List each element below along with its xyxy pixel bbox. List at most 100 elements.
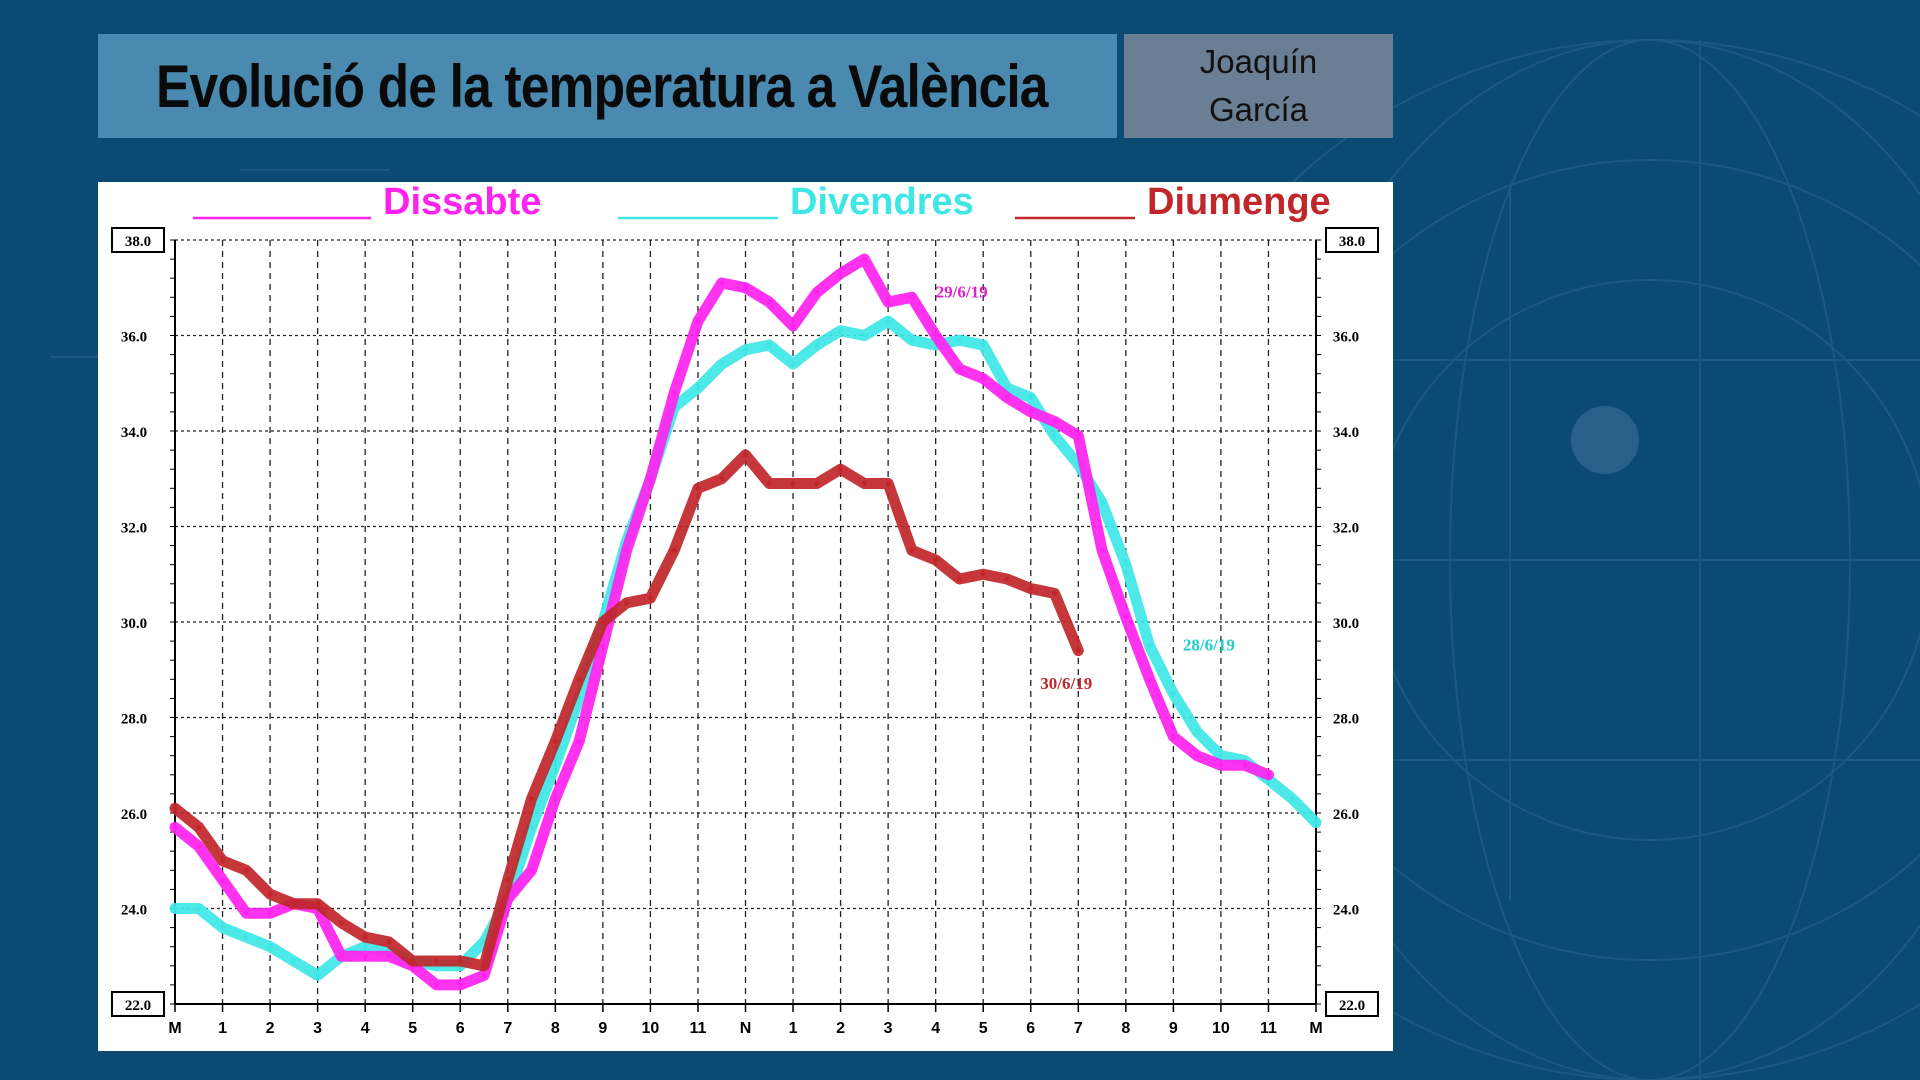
data-point-diumenge — [433, 958, 439, 964]
y-tick-box-left — [111, 227, 165, 253]
y-tick-box-left — [111, 991, 165, 1017]
x-tick-label: 4 — [931, 1020, 940, 1037]
data-point-divendres — [315, 972, 321, 978]
data-point-dissabte — [885, 299, 891, 305]
data-point-diumenge — [457, 958, 463, 964]
data-point-diumenge — [552, 738, 558, 744]
x-tick-label: 7 — [1074, 1020, 1083, 1037]
data-point-dissabte — [1099, 547, 1105, 553]
y-tick-label-right: 24.0 — [1333, 903, 1359, 919]
temperature-chart: 22.0 22.0 24.0 24.0 26.0 26.0 28.0 28.0 30.0 30.0… — [111, 182, 1379, 1037]
x-tick-label: M — [1309, 1020, 1322, 1037]
data-point-diumenge — [933, 557, 939, 563]
data-point-divendres — [291, 958, 297, 964]
data-point-dissabte — [600, 643, 606, 649]
page-title: Evolució de la temperatura a València — [156, 52, 1049, 120]
data-point-divendres — [1004, 385, 1010, 391]
data-point-diumenge — [338, 920, 344, 926]
data-point-divendres — [814, 342, 820, 348]
data-point-divendres — [1123, 562, 1129, 568]
data-point-divendres — [1218, 753, 1224, 759]
data-point-diumenge — [719, 476, 725, 482]
data-point-dissabte — [433, 982, 439, 988]
data-point-divendres — [1028, 395, 1034, 401]
y-tick-label-left: 24.0 — [121, 903, 147, 919]
data-point-diumenge — [220, 858, 226, 864]
data-point-diumenge — [1075, 648, 1081, 654]
x-tick-label: 9 — [1169, 1020, 1178, 1037]
data-point-diumenge — [838, 466, 844, 472]
y-tick-label-right: 34.0 — [1333, 425, 1359, 441]
y-tick-label-left: 34.0 — [121, 425, 147, 441]
author-first-name: Joaquín — [1199, 43, 1318, 80]
x-tick-label: 8 — [1121, 1020, 1130, 1037]
data-point-dissabte — [1075, 433, 1081, 439]
data-point-dissabte — [220, 877, 226, 883]
data-point-diumenge — [1004, 576, 1010, 582]
data-point-diumenge — [956, 576, 962, 582]
data-point-diumenge — [695, 485, 701, 491]
data-point-diumenge — [671, 547, 677, 553]
y-tick-label-left: 38.0 — [125, 234, 151, 250]
data-point-dissabte — [457, 982, 463, 988]
data-point-dissabte — [481, 972, 487, 978]
x-tick-label: 2 — [836, 1020, 845, 1037]
x-tick-label: 6 — [456, 1020, 465, 1037]
date-annotation-diumenge: 30/6/19 — [1040, 674, 1092, 693]
x-tick-label: N — [740, 1020, 752, 1037]
data-point-diumenge — [196, 824, 202, 830]
data-point-diumenge — [481, 963, 487, 969]
legend-label-dissabte: Dissabte — [383, 182, 541, 223]
legend-label-diumenge: Diumenge — [1147, 182, 1331, 223]
y-tick-label-right: 28.0 — [1333, 712, 1359, 728]
data-point-divendres — [766, 342, 772, 348]
data-point-diumenge — [814, 481, 820, 487]
author-box: Joaquín García — [1124, 34, 1393, 138]
data-point-divendres — [790, 361, 796, 367]
legend-label-divendres: Divendres — [790, 182, 974, 223]
data-point-diumenge — [576, 676, 582, 682]
data-point-diumenge — [980, 571, 986, 577]
data-point-dissabte — [790, 323, 796, 329]
x-tick-label: 10 — [1212, 1020, 1230, 1037]
x-tick-label: 2 — [266, 1020, 275, 1037]
data-point-divendres — [243, 934, 249, 940]
data-point-divendres — [719, 361, 725, 367]
data-point-dissabte — [838, 270, 844, 276]
data-point-diumenge — [600, 619, 606, 625]
data-point-divendres — [267, 944, 273, 950]
data-point-dissabte — [909, 294, 915, 300]
data-point-divendres — [1289, 796, 1295, 802]
data-point-divendres — [196, 906, 202, 911]
chart-panel: 22.0 22.0 24.0 24.0 26.0 26.0 28.0 28.0 30.0 30.0… — [98, 182, 1393, 1051]
y-tick-label-left: 28.0 — [121, 712, 147, 728]
x-tick-label: M — [168, 1020, 181, 1037]
data-point-dissabte — [1028, 409, 1034, 415]
data-point-dissabte — [861, 256, 867, 262]
x-tick-label: 5 — [408, 1020, 417, 1037]
data-point-dissabte — [267, 910, 273, 916]
data-point-diumenge — [291, 901, 297, 907]
data-point-divendres — [980, 342, 986, 348]
x-tick-label: 10 — [642, 1020, 660, 1037]
data-point-diumenge — [243, 867, 249, 873]
data-point-dissabte — [172, 824, 178, 830]
data-point-dissabte — [1004, 395, 1010, 401]
y-tick-label-left: 36.0 — [121, 330, 147, 346]
data-point-diumenge — [647, 595, 653, 601]
x-tick-label: 3 — [313, 1020, 322, 1037]
data-point-diumenge — [861, 481, 867, 487]
data-point-dissabte — [1052, 418, 1058, 424]
x-tick-label: 3 — [884, 1020, 893, 1037]
x-tick-label: 8 — [551, 1020, 560, 1037]
data-point-dissabte — [743, 285, 748, 291]
data-point-divendres — [695, 385, 701, 391]
data-point-dissabte — [552, 796, 558, 802]
data-point-divendres — [1052, 433, 1058, 439]
data-point-dissabte — [766, 299, 772, 305]
data-point-dissabte — [196, 843, 202, 849]
data-point-diumenge — [1028, 586, 1034, 592]
data-point-diumenge — [362, 934, 368, 940]
data-point-dissabte — [719, 280, 725, 286]
data-point-diumenge — [386, 939, 392, 945]
